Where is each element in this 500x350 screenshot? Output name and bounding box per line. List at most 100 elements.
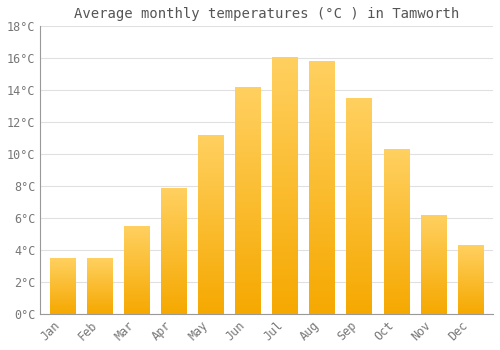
Bar [198, 245, 224, 246]
Bar [346, 118, 372, 119]
Bar [198, 269, 224, 270]
Bar [272, 111, 298, 112]
Bar [272, 251, 298, 252]
Bar [310, 148, 336, 150]
Bar [235, 165, 261, 166]
Bar [161, 258, 187, 259]
Bar [310, 125, 336, 126]
Bar [310, 253, 336, 254]
Bar [235, 100, 261, 102]
Bar [272, 59, 298, 61]
Bar [161, 236, 187, 237]
Bar [384, 208, 409, 209]
Bar [161, 308, 187, 309]
Bar [198, 214, 224, 215]
Bar [346, 151, 372, 152]
Bar [124, 237, 150, 238]
Bar [161, 250, 187, 251]
Bar [310, 111, 336, 112]
Bar [161, 210, 187, 211]
Bar [310, 257, 336, 258]
Bar [346, 136, 372, 137]
Bar [161, 247, 187, 248]
Bar [420, 263, 446, 264]
Bar [420, 277, 446, 278]
Bar [346, 191, 372, 192]
Bar [198, 174, 224, 175]
Bar [384, 278, 409, 279]
Bar [272, 302, 298, 303]
Bar [310, 184, 336, 185]
Bar [161, 195, 187, 196]
Bar [420, 222, 446, 223]
Bar [161, 237, 187, 238]
Bar [384, 218, 409, 219]
Bar [420, 237, 446, 238]
Bar [235, 169, 261, 170]
Bar [235, 196, 261, 197]
Bar [161, 226, 187, 227]
Bar [272, 176, 298, 177]
Bar [346, 121, 372, 122]
Bar [198, 251, 224, 252]
Bar [346, 290, 372, 291]
Bar [310, 79, 336, 81]
Bar [198, 146, 224, 147]
Bar [384, 184, 409, 185]
Bar [272, 215, 298, 216]
Bar [161, 211, 187, 212]
Bar [198, 203, 224, 204]
Bar [161, 217, 187, 218]
Bar [420, 250, 446, 251]
Bar [420, 286, 446, 287]
Bar [272, 63, 298, 64]
Bar [420, 256, 446, 257]
Bar [346, 177, 372, 178]
Bar [235, 299, 261, 300]
Bar [346, 276, 372, 277]
Bar [384, 233, 409, 234]
Bar [124, 295, 150, 296]
Bar [198, 267, 224, 268]
Bar [346, 154, 372, 155]
Bar [346, 128, 372, 130]
Bar [346, 308, 372, 309]
Bar [420, 231, 446, 232]
Bar [124, 296, 150, 297]
Bar [346, 166, 372, 167]
Bar [346, 207, 372, 208]
Bar [346, 172, 372, 173]
Bar [272, 102, 298, 103]
Bar [198, 229, 224, 230]
Bar [235, 301, 261, 302]
Bar [272, 255, 298, 256]
Bar [310, 179, 336, 180]
Bar [310, 175, 336, 176]
Bar [124, 276, 150, 277]
Bar [420, 279, 446, 280]
Bar [420, 234, 446, 235]
Bar [272, 259, 298, 260]
Bar [235, 202, 261, 203]
Bar [420, 280, 446, 281]
Bar [272, 174, 298, 175]
Bar [384, 153, 409, 154]
Bar [310, 112, 336, 113]
Bar [346, 311, 372, 312]
Bar [310, 128, 336, 130]
Bar [310, 242, 336, 243]
Bar [346, 106, 372, 107]
Bar [235, 292, 261, 293]
Bar [346, 250, 372, 251]
Bar [420, 275, 446, 276]
Bar [420, 259, 446, 260]
Bar [420, 281, 446, 282]
Bar [346, 237, 372, 238]
Bar [161, 233, 187, 234]
Bar [310, 202, 336, 203]
Bar [272, 143, 298, 144]
Bar [235, 289, 261, 290]
Bar [235, 260, 261, 262]
Bar [235, 239, 261, 240]
Bar [384, 183, 409, 184]
